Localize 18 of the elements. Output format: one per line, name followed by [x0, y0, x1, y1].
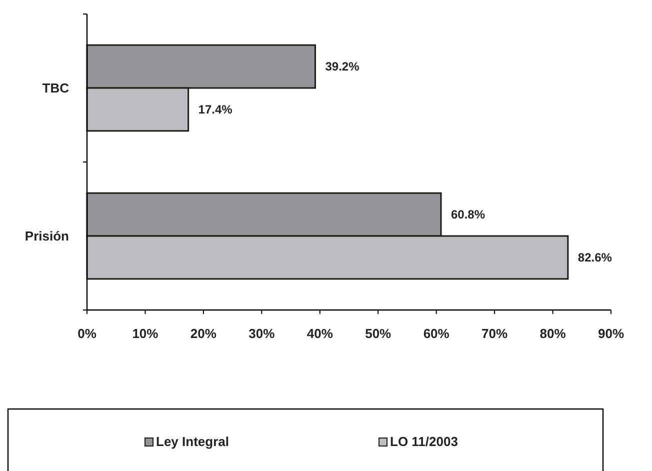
data-label: 82.6% — [578, 250, 612, 265]
x-tick-label: 90% — [598, 326, 624, 341]
legend-label: Ley Integral — [156, 434, 229, 449]
x-tick-label: 40% — [306, 326, 334, 341]
y-tick-label: TBC — [42, 80, 70, 96]
y-tick-label: Prisión — [24, 228, 70, 244]
x-tick-label: 10% — [132, 326, 159, 341]
x-tick-label: 20% — [190, 326, 217, 341]
x-tick-label: 70% — [482, 326, 508, 341]
x-tick-label: 50% — [365, 326, 392, 341]
x-tick-label: 80% — [540, 326, 566, 341]
x-tick-label: 30% — [248, 326, 276, 341]
x-tick-label: 0% — [78, 326, 97, 341]
data-label: 60.8% — [450, 208, 486, 222]
x-tick-label: 60% — [423, 326, 450, 341]
data-label: 39.2% — [325, 60, 360, 74]
data-label: 17.4% — [198, 102, 233, 117]
legend-label: LO 11/2003 — [390, 434, 458, 449]
